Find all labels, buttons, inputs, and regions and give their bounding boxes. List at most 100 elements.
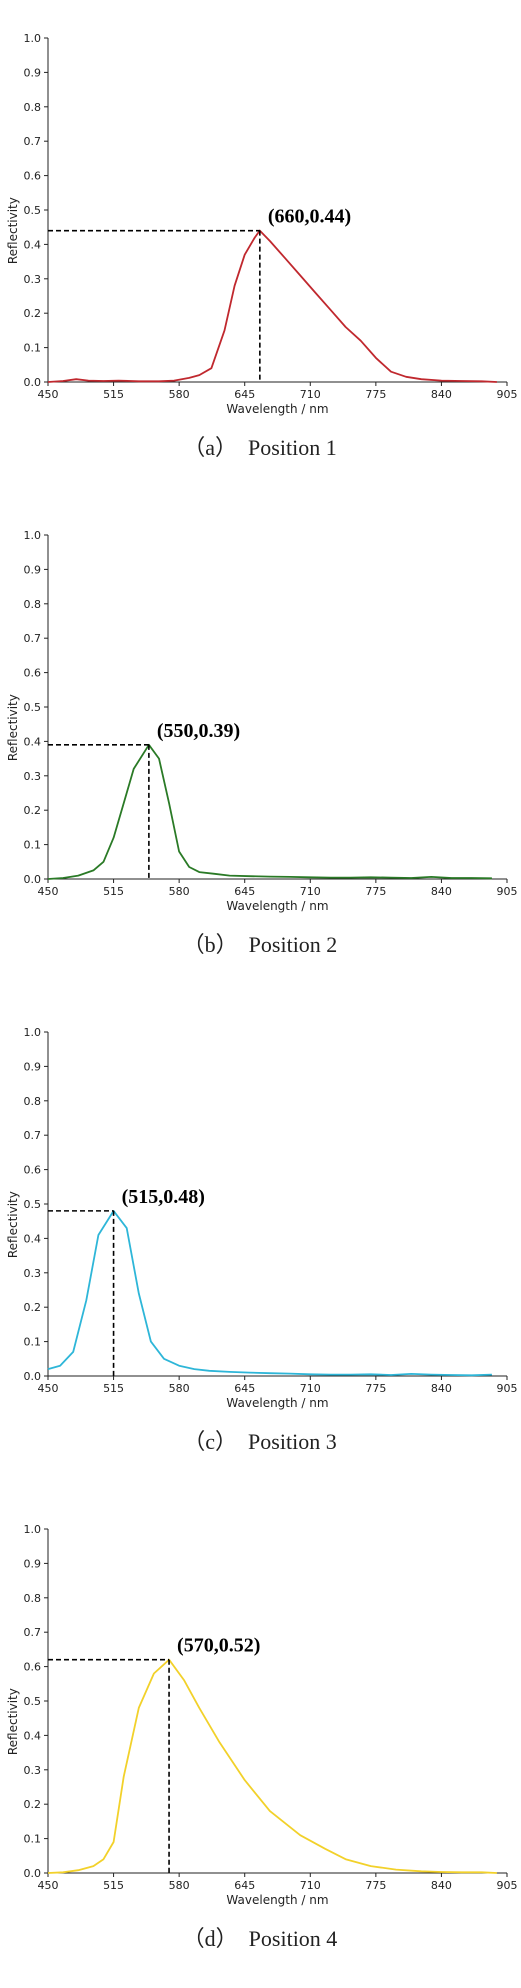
chart-panel-1: 0.0 0.1 0.2 0.3 0.4 0.5 0.6 0.7 0.8 0.9 1.0 450 515 5… (6, 32, 518, 460)
y-tick-label: 0.5 (24, 1695, 42, 1708)
y-tick-label: 0.1 (24, 1336, 42, 1349)
peak-label: (550,0.39) (157, 720, 240, 742)
chart-panel-4: 0.0 0.1 0.2 0.3 0.4 0.5 0.6 0.7 0.8 0.9 1.0 450 515 5… (6, 1523, 518, 1951)
panel-caption: （d） Position 4 (183, 1926, 338, 1951)
y-tick-label: 0.9 (24, 66, 42, 79)
x-tick-label: 905 (497, 1382, 518, 1395)
panel-caption: （a） Position 1 (183, 435, 336, 460)
panel-caption: （c） Position 3 (183, 1429, 336, 1454)
x-tick-label: 710 (300, 388, 321, 401)
y-tick-label: 0.7 (24, 135, 42, 148)
chart-panel-2: 0.0 0.1 0.2 0.3 0.4 0.5 0.6 0.7 0.8 0.9 1.0 450 515 5… (6, 529, 518, 957)
x-tick-label: 840 (431, 885, 452, 898)
y-tick-label: 0.6 (24, 667, 42, 680)
peak-label: (660,0.44) (268, 206, 351, 228)
y-tick-label: 0.9 (24, 563, 42, 576)
reflectivity-series-line (47, 1658, 497, 1874)
y-tick-label: 0.3 (24, 1267, 42, 1280)
x-tick-label: 840 (431, 388, 452, 401)
y-tick-label: 0.2 (24, 1301, 42, 1314)
y-tick-label: 0.4 (24, 1232, 42, 1245)
y-tick-label: 0.4 (24, 238, 42, 251)
x-axis-title: Wavelength / nm (226, 899, 328, 913)
y-tick-label: 0.8 (24, 1095, 42, 1108)
y-tick-label: 0.1 (24, 1833, 42, 1846)
y-tick-label: 0.7 (24, 1129, 42, 1142)
x-tick-label: 775 (365, 1879, 386, 1892)
y-tick-label: 0.2 (24, 804, 42, 817)
x-tick-label: 580 (169, 1382, 190, 1395)
x-tick-label: 905 (497, 885, 518, 898)
y-tick-label: 1.0 (24, 1523, 42, 1536)
x-tick-label: 580 (169, 1879, 190, 1892)
x-tick-label: 840 (431, 1382, 452, 1395)
y-tick-label: 0.9 (24, 1060, 42, 1073)
y-tick-label: 0.2 (24, 307, 42, 320)
x-tick-label: 645 (234, 1382, 255, 1395)
x-tick-label: 775 (365, 388, 386, 401)
y-tick-label: 0.0 (24, 1370, 42, 1383)
x-tick-label: 710 (300, 885, 321, 898)
x-tick-label: 710 (300, 1382, 321, 1395)
y-tick-label: 0.4 (24, 1729, 42, 1742)
y-tick-label: 0.5 (24, 701, 42, 714)
x-tick-label: 775 (365, 885, 386, 898)
y-tick-label: 0.9 (24, 1557, 42, 1570)
x-tick-label: 775 (365, 1382, 386, 1395)
y-tick-label: 0.0 (24, 873, 42, 886)
y-tick-label: 0.5 (24, 204, 42, 217)
y-tick-label: 0.6 (24, 1661, 42, 1674)
x-tick-label: 450 (38, 885, 59, 898)
reflectivity-series-line (47, 743, 492, 880)
x-tick-label: 515 (103, 1879, 124, 1892)
y-tick-label: 0.2 (24, 1798, 42, 1811)
x-tick-label: 515 (103, 1382, 124, 1395)
x-tick-label: 645 (234, 1879, 255, 1892)
y-tick-label: 0.1 (24, 839, 42, 852)
x-axis-title: Wavelength / nm (226, 1893, 328, 1907)
x-axis-title: Wavelength / nm (226, 1396, 328, 1410)
y-tick-label: 0.5 (24, 1198, 42, 1211)
x-tick-label: 580 (169, 885, 190, 898)
y-axis-title: Reflectivity (6, 197, 20, 264)
y-tick-label: 0.1 (24, 342, 42, 355)
x-tick-label: 450 (38, 1879, 59, 1892)
reflectivity-series-line (47, 1210, 492, 1377)
y-tick-label: 0.8 (24, 101, 42, 114)
peak-label: (570,0.52) (177, 1635, 260, 1657)
y-tick-label: 0.7 (24, 632, 42, 645)
x-tick-label: 515 (103, 388, 124, 401)
x-tick-label: 905 (497, 388, 518, 401)
y-tick-label: 1.0 (24, 1026, 42, 1039)
x-tick-label: 645 (234, 388, 255, 401)
y-tick-label: 0.8 (24, 598, 42, 611)
y-tick-label: 0.0 (24, 1867, 42, 1880)
x-tick-label: 645 (234, 885, 255, 898)
y-axis-title: Reflectivity (6, 1688, 20, 1755)
y-tick-label: 0.7 (24, 1626, 42, 1639)
y-tick-label: 0.6 (24, 1164, 42, 1177)
x-tick-label: 840 (431, 1879, 452, 1892)
y-tick-label: 0.6 (24, 170, 42, 183)
y-tick-label: 0.3 (24, 770, 42, 783)
x-tick-label: 710 (300, 1879, 321, 1892)
y-axis-title: Reflectivity (6, 694, 20, 761)
y-tick-label: 1.0 (24, 32, 42, 45)
x-tick-label: 515 (103, 885, 124, 898)
y-tick-label: 0.8 (24, 1592, 42, 1605)
reflectivity-series-line (47, 229, 497, 383)
x-tick-label: 580 (169, 388, 190, 401)
y-tick-label: 0.4 (24, 735, 42, 748)
x-axis-title: Wavelength / nm (226, 402, 328, 416)
y-tick-label: 0.3 (24, 1764, 42, 1777)
y-tick-label: 0.3 (24, 273, 42, 286)
x-tick-label: 450 (38, 388, 59, 401)
x-tick-label: 450 (38, 1382, 59, 1395)
peak-label: (515,0.48) (122, 1186, 205, 1208)
y-axis-title: Reflectivity (6, 1191, 20, 1258)
y-tick-label: 0.0 (24, 376, 42, 389)
chart-panel-3: 0.0 0.1 0.2 0.3 0.4 0.5 0.6 0.7 0.8 0.9 1.0 450 515 5… (6, 1026, 518, 1454)
x-tick-label: 905 (497, 1879, 518, 1892)
panel-caption: （b） Position 2 (183, 932, 338, 957)
